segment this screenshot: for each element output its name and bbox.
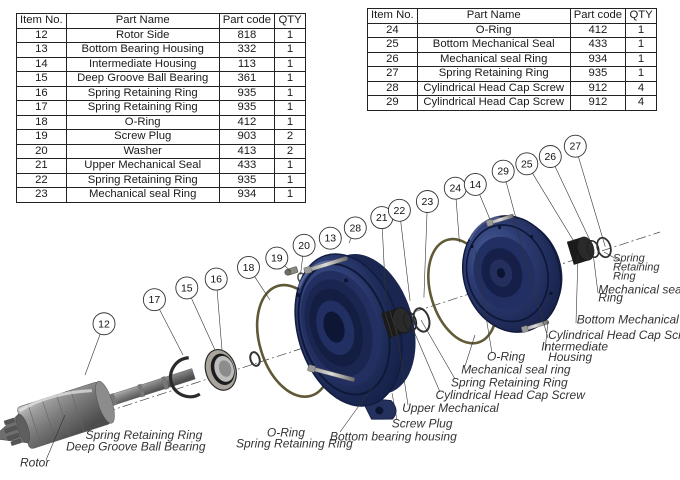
svg-text:Screw Plug: Screw Plug <box>392 417 453 431</box>
svg-text:Bottom bearing housing: Bottom bearing housing <box>330 429 457 443</box>
svg-text:23: 23 <box>422 196 434 208</box>
svg-text:Spring Retaining Ring: Spring Retaining Ring <box>451 375 568 389</box>
svg-text:24: 24 <box>449 183 461 195</box>
svg-text:22: 22 <box>394 205 406 217</box>
svg-text:Mechanical seal ring: Mechanical seal ring <box>461 363 571 377</box>
svg-text:Bottom Mechanical: Bottom Mechanical <box>577 313 679 327</box>
svg-text:26: 26 <box>544 151 556 163</box>
svg-text:Ring: Ring <box>598 291 623 305</box>
svg-text:21: 21 <box>376 212 388 224</box>
svg-text:25: 25 <box>521 158 533 170</box>
svg-text:Cylindrical Head Cap Screw: Cylindrical Head Cap Screw <box>436 388 587 402</box>
svg-text:12: 12 <box>98 318 110 330</box>
svg-text:19: 19 <box>271 253 283 265</box>
svg-text:Ring: Ring <box>613 270 637 282</box>
svg-text:20: 20 <box>298 240 310 252</box>
svg-text:17: 17 <box>149 294 161 306</box>
svg-text:29: 29 <box>497 166 509 178</box>
svg-text:16: 16 <box>210 274 222 286</box>
svg-text:O-Ring: O-Ring <box>487 350 525 364</box>
svg-text:Rotor: Rotor <box>20 456 50 470</box>
svg-text:14: 14 <box>469 179 481 191</box>
svg-text:13: 13 <box>324 233 336 245</box>
svg-text:Housing: Housing <box>548 350 592 364</box>
svg-text:Deep Groove Ball Bearing: Deep Groove Ball Bearing <box>66 439 206 453</box>
svg-text:Upper Mechanical: Upper Mechanical <box>402 401 499 415</box>
svg-text:Cylindrical Head Cap Screw: Cylindrical Head Cap Screw <box>548 328 680 342</box>
svg-text:15: 15 <box>181 282 193 294</box>
svg-text:27: 27 <box>569 141 581 153</box>
svg-text:18: 18 <box>243 262 255 274</box>
svg-text:28: 28 <box>349 222 361 234</box>
